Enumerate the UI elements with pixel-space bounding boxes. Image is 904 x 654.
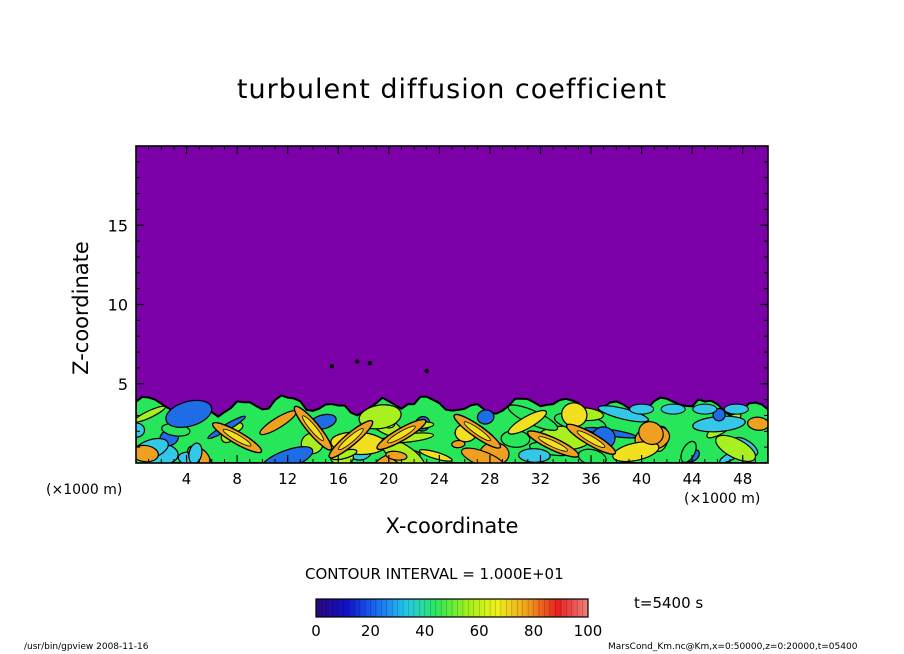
turbulence-cell <box>723 403 749 415</box>
plume-core <box>387 425 416 444</box>
colorbar-tick-label: 60 <box>470 622 489 640</box>
turbulence-cell <box>136 405 166 423</box>
detached-thermal <box>329 364 335 369</box>
colorbar-tick-label: 100 <box>574 622 603 640</box>
x-tick-label: 16 <box>329 470 348 488</box>
turbulence-cell <box>660 403 686 415</box>
y-tick-label: 10 <box>108 296 128 315</box>
turbulence-cell <box>507 409 548 435</box>
x-unit-label-left: (×1000 m) <box>46 482 123 498</box>
turbulence-cell <box>136 444 159 463</box>
y-tick-label: 15 <box>108 216 128 235</box>
y-tick-label: 5 <box>118 375 128 394</box>
colorbar-frame <box>315 598 589 618</box>
x-tick-label: 24 <box>430 470 449 488</box>
turbulence-cell <box>597 405 649 423</box>
x-tick-label: 40 <box>632 470 651 488</box>
x-tick-label: 32 <box>531 470 550 488</box>
plume-core <box>222 428 252 447</box>
x-tick-label: 12 <box>278 470 297 488</box>
turbulence-cell <box>451 439 466 449</box>
x-axis-label: X-coordinate <box>385 514 519 538</box>
turbulence-cell <box>518 448 551 463</box>
x-unit-label-right: (×1000 m) <box>684 491 761 507</box>
contour-interval-label: CONTOUR INTERVAL = 1.000E+01 <box>305 565 564 583</box>
plume-core <box>338 428 364 451</box>
turbulence-cell <box>260 446 314 463</box>
colorbar-tick-label: 0 <box>311 622 321 640</box>
turbulence-cell <box>638 421 664 446</box>
turbulence-cell <box>715 434 757 463</box>
x-tick-label: 44 <box>683 470 702 488</box>
turbulence-cell <box>460 447 506 463</box>
detached-thermal <box>367 360 373 366</box>
plume-core <box>538 436 569 452</box>
turbulence-cell <box>629 403 655 415</box>
turbulence-cell <box>385 450 408 461</box>
x-tick-label: 8 <box>232 470 242 488</box>
colorbar-tick-label: 20 <box>361 622 380 640</box>
x-tick-label: 20 <box>379 470 398 488</box>
x-tick-label: 28 <box>480 470 499 488</box>
heatmap-field <box>136 146 768 463</box>
turbulence-cell <box>692 403 718 415</box>
turbulence-cell <box>165 399 213 428</box>
x-tick-label: 36 <box>581 470 600 488</box>
turbulence-cell <box>476 409 495 425</box>
time-label: t=5400 s <box>634 594 704 612</box>
plume-core <box>302 415 324 441</box>
plume-core <box>463 421 491 442</box>
detached-thermal <box>424 368 429 374</box>
colorbar-gradient <box>316 599 588 617</box>
chart-title: turbulent diffusion coefficient <box>236 74 668 105</box>
turbulence-cell <box>612 441 660 463</box>
footer-left-text: /usr/bin/gpview 2008-11-16 <box>24 642 149 652</box>
colorbar: 0 20 40 60 80 100 <box>311 598 603 640</box>
turbulence-cell <box>188 442 203 463</box>
x-tick-label: 4 <box>182 470 192 488</box>
footer-right-text: MarsCond_Km.nc@Km,x=0:50000,z=0:20000,t=… <box>608 642 858 652</box>
colorbar-tick-label: 40 <box>415 622 434 640</box>
turbulence-cell <box>747 416 768 431</box>
plume-core <box>576 430 606 449</box>
detached-thermal <box>355 359 360 364</box>
x-tick-label: 48 <box>733 470 752 488</box>
colorbar-tick-label: 80 <box>524 622 543 640</box>
